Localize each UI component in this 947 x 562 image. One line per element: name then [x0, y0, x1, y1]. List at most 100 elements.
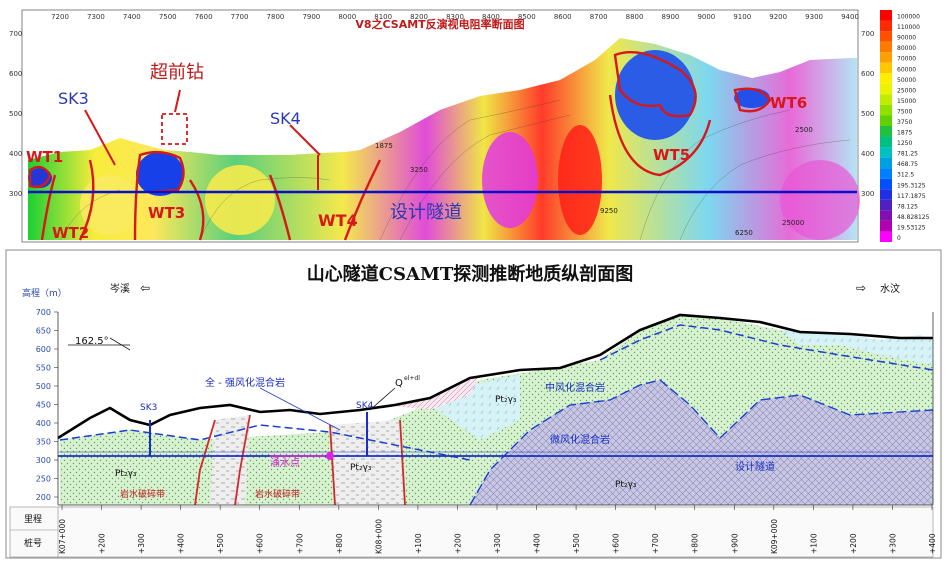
label-wt5: WT5 — [653, 146, 690, 164]
anomaly-high — [558, 125, 602, 235]
label-wt1: WT1 — [26, 148, 63, 166]
top-x-tick-label: 9300 — [805, 13, 823, 21]
y-tick-label: 250 — [36, 475, 51, 484]
top-x-tick-label: 9200 — [769, 13, 787, 21]
contour-label-6: 9250 — [600, 207, 618, 215]
mileage-tick-label: +800 — [691, 533, 700, 554]
left-arrow-icon: ⇦ — [140, 281, 150, 295]
anomaly-wt3 — [136, 152, 184, 196]
mileage-tick-label: +100 — [414, 533, 423, 554]
fault-zone-a — [210, 415, 250, 505]
anomaly-yellow1 — [80, 175, 140, 235]
legend-value: 1875 — [897, 130, 912, 137]
label-strong-weathered: 全 - 强风化混合岩 — [205, 376, 285, 389]
top-y-ticks: 700 600 500 400 300 700 600 500 400 300 — [9, 30, 874, 198]
label-sk4: SK4 — [270, 109, 301, 128]
angle-label: 162.5° — [75, 336, 109, 347]
legend-swatch — [880, 115, 892, 126]
top-x-tick-label: 8800 — [626, 13, 644, 21]
legend-swatch — [880, 147, 892, 158]
mileage-tick-label: +700 — [295, 533, 304, 554]
legend-value: 60000 — [897, 66, 916, 73]
advance-arrow — [174, 89, 181, 113]
mileage-tick-label: +800 — [335, 533, 344, 554]
weathering-boundary-3 — [469, 379, 934, 506]
resistivity-legend: 100000 110000 90000 80000 70000 60000 50000 250… — [880, 10, 930, 242]
label-wt6: WT6 — [770, 94, 807, 112]
legend-value: 195.3125 — [897, 182, 926, 189]
top-x-tick-label: 8000 — [338, 13, 356, 21]
top-x-ticks: 7200 7300 7400 7500 7600 7700 7800 7900 8000 8100… — [51, 13, 859, 21]
top-y-tick-label-right: 400 — [861, 150, 874, 158]
legend-value: 3750 — [897, 119, 912, 126]
legend-swatch — [880, 73, 892, 84]
top-y-tick-label: 700 — [9, 30, 22, 38]
contour-label-2: 3250 — [410, 166, 428, 174]
legend-swatch — [880, 157, 892, 169]
label-wt2: WT2 — [52, 224, 89, 242]
top-y-tick-label: 300 — [9, 190, 22, 198]
mileage-tick-label: +700 — [651, 533, 660, 554]
mileage-strip — [9, 506, 934, 558]
legend-value: 468.75 — [897, 161, 918, 168]
legend-value: 80000 — [897, 45, 916, 52]
legend-swatch — [880, 52, 892, 63]
blue-layer-mid — [430, 375, 520, 440]
top-x-tick-label: 7500 — [159, 13, 177, 21]
mileage-tick-label: +500 — [572, 533, 581, 554]
advance-drill-box — [161, 113, 188, 145]
mileage-tick-label: +600 — [256, 533, 265, 554]
label-rock-4: Pt₂γ₃ — [615, 480, 637, 490]
legend-swatch — [880, 220, 892, 232]
y-tick-label: 500 — [36, 382, 51, 391]
top-y-tick-label-right: 600 — [861, 70, 874, 78]
anomaly-magenta1 — [482, 132, 538, 228]
mileage-tick-label: +100 — [809, 533, 818, 554]
label-bottom-sk3: SK3 — [140, 403, 157, 413]
top-x-tick-label: 9100 — [733, 13, 751, 21]
legend-value: 1250 — [897, 140, 912, 147]
y-tick-label: 200 — [36, 493, 51, 502]
right-direction: 水汶 — [880, 282, 900, 295]
geologic-plot — [57, 313, 934, 506]
legend-swatch — [880, 168, 892, 179]
row-label-mileage: 里程 — [24, 514, 42, 525]
weathering-boundary-2 — [599, 324, 934, 371]
legend-swatch — [880, 94, 892, 105]
strong-weathered-leader — [259, 387, 341, 431]
mileage-tick-label: +400 — [928, 533, 937, 554]
label-wt4: WT4 — [318, 211, 358, 230]
mileage-tick-label: K09+000 — [770, 519, 779, 554]
y-tick-label: 600 — [36, 345, 51, 354]
mileage-tick-label: +300 — [137, 533, 146, 554]
top-x-tick-label: 7900 — [302, 13, 320, 21]
legend-swatch — [880, 31, 892, 42]
label-moderate-weathered: 中风化混合岩 — [545, 381, 605, 394]
top-y-tick-label: 600 — [9, 70, 22, 78]
contour-label-3: 25000 — [782, 219, 804, 227]
label-fault-zone-2: 岩水破碎带 — [255, 488, 300, 500]
top-y-tick-label: 400 — [9, 150, 22, 158]
contour-label-5: 1875 — [375, 142, 393, 150]
label-bottom-sk4: SK4 — [356, 401, 374, 411]
top-x-tick-label: 8600 — [554, 13, 572, 21]
sk3-arrow — [84, 109, 116, 166]
top-x-tick-label: 7400 — [123, 13, 141, 21]
legend-swatch — [880, 104, 892, 116]
legend-value: 0 — [897, 235, 901, 242]
legend-swatch — [880, 136, 892, 148]
sk4-arrow — [289, 124, 321, 156]
y-tick-label: 700 — [36, 308, 51, 317]
legend-swatch — [880, 41, 892, 53]
bottom-y-ticks: 700 650 600 550 500 450 400 350 300 250 200 — [36, 308, 58, 502]
contour-label-4: 6250 — [735, 229, 753, 237]
legend-value: 117.1875 — [897, 193, 926, 200]
mileage-ticks: K07+000 +200 +300 +400 +500 +600 +700 +800 K08+0… — [58, 505, 937, 554]
y-axis-label: 高程（m） — [22, 287, 67, 299]
geologic-section: 山心隧道CSAMT探测推断地质纵剖面图 岑溪 ⇦ ⇨ 水汶 高程（m） — [5, 249, 942, 559]
label-advance-drill: 超前钻 — [150, 62, 204, 83]
y-tick-label: 550 — [36, 364, 51, 373]
top-x-tick-label: 8200 — [410, 13, 428, 21]
legend-value: 312.5 — [897, 172, 914, 179]
left-direction: 岑溪 — [110, 283, 130, 295]
